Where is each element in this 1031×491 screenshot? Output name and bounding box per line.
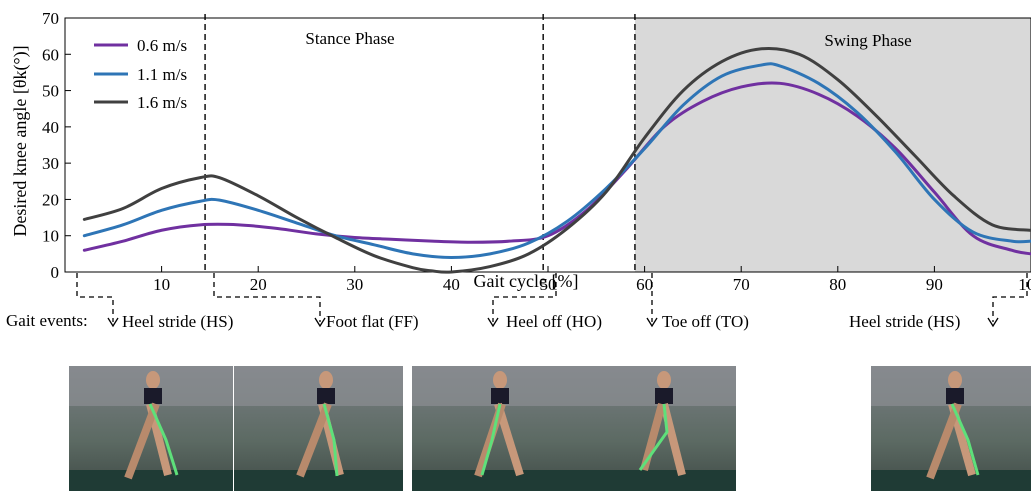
legend-label-1.1: 1.1 m/s	[137, 65, 187, 84]
series-lines	[82, 46, 1031, 274]
x-tick-label: 40	[443, 275, 460, 294]
swing-phase-label: Swing Phase	[824, 31, 911, 50]
stance-phase-label: Stance Phase	[305, 29, 394, 48]
x-tick-label: 50	[540, 275, 557, 294]
legend-label-0.6: 0.6 m/s	[137, 36, 187, 55]
y-axis-ticks: 0 10 20 30 40 50 60 70	[42, 9, 71, 282]
gait-event-connectors	[76, 273, 1028, 322]
event-label-heel-stride: Heel stride (HS)	[122, 312, 233, 331]
event-label-toe-off: Toe off (TO)	[662, 312, 749, 331]
photo-foot-flat	[234, 366, 403, 491]
y-tick-label: 0	[51, 263, 60, 282]
y-tick-label: 40	[42, 118, 59, 137]
arrow-heel-stride	[107, 317, 119, 328]
arrow-toe-off	[646, 317, 658, 328]
photo-toe-off	[575, 366, 736, 491]
photo-heel-stride-end	[871, 366, 1031, 491]
y-tick-label: 30	[42, 154, 59, 173]
legend: 0.6 m/s 1.1 m/s 1.6 m/s	[94, 36, 187, 112]
x-tick-label: 10	[153, 275, 170, 294]
y-tick-label: 60	[42, 45, 59, 64]
photo-heel-stride	[69, 366, 233, 491]
y-tick-label: 20	[42, 190, 59, 209]
arrow-heel-off	[487, 317, 499, 328]
x-tick-label: 70	[733, 275, 750, 294]
series-line-1.1	[82, 62, 1031, 259]
x-tick-label: 30	[346, 275, 363, 294]
arrow-heel-stride-end	[987, 317, 999, 328]
y-axis-label: Desired knee angle [θk(°)]	[10, 45, 31, 236]
x-axis-ticks: 10 20 30 40 50 60 70 80 90 100	[153, 266, 1031, 294]
y-tick-label: 70	[42, 9, 59, 28]
gait-event-arrows	[107, 317, 999, 328]
x-tick-label: 20	[250, 275, 267, 294]
series-line-1.6	[82, 46, 1031, 274]
x-tick-label: 90	[926, 275, 943, 294]
connector-heel-stride-end	[992, 273, 1028, 322]
connector-heel-off	[492, 273, 557, 322]
x-tick-label: 60	[636, 275, 653, 294]
phase-dividers	[204, 14, 636, 272]
event-label-foot-flat: Foot flat (FF)	[326, 312, 419, 331]
series-line-0.6	[82, 81, 1031, 256]
gait-events-prefix: Gait events:	[6, 311, 88, 330]
connector-foot-flat	[213, 273, 321, 322]
arrow-foot-flat	[314, 317, 326, 328]
photo-heel-off	[412, 366, 575, 491]
x-axis-label: Gait cycle [%]	[474, 271, 579, 291]
x-tick-label: 100	[1018, 275, 1031, 294]
y-tick-label: 50	[42, 82, 59, 101]
connector-heel-stride	[76, 273, 114, 322]
legend-label-1.6: 1.6 m/s	[137, 93, 187, 112]
y-tick-label: 10	[42, 227, 59, 246]
x-tick-label: 80	[829, 275, 846, 294]
event-label-heel-off: Heel off (HO)	[506, 312, 602, 331]
event-label-heel-stride-end: Heel stride (HS)	[849, 312, 960, 331]
